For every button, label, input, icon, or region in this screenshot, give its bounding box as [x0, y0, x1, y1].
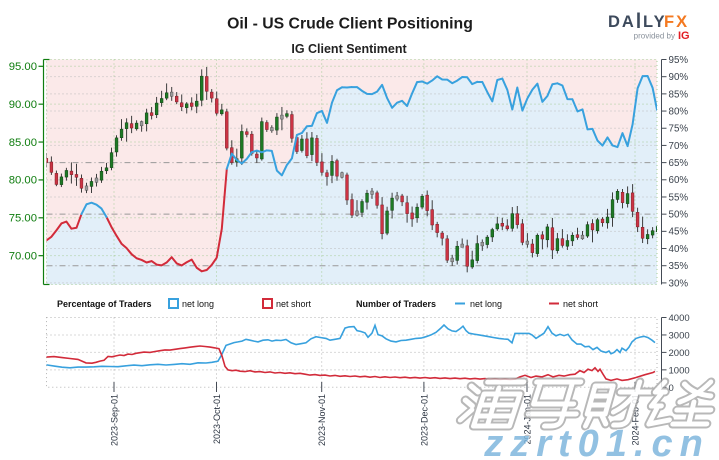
svg-text:IG: IG [678, 30, 690, 42]
svg-text:LY: LY [643, 13, 667, 31]
svg-text:95.00: 95.00 [9, 61, 37, 73]
svg-text:60%: 60% [669, 175, 689, 186]
svg-text:70.00: 70.00 [9, 250, 37, 262]
svg-text:2023-Nov-01: 2023-Nov-01 [317, 394, 327, 446]
svg-text:2023-Oct-01: 2023-Oct-01 [212, 394, 222, 444]
svg-text:50%: 50% [669, 210, 689, 221]
svg-text:75.00: 75.00 [9, 213, 37, 225]
svg-text:30%: 30% [669, 278, 689, 289]
svg-text:4000: 4000 [669, 313, 690, 324]
svg-text:Oil - US Crude Client Position: Oil - US Crude Client Positioning [227, 15, 473, 32]
svg-text:net short: net short [276, 299, 312, 309]
svg-text:2024-Jan-01: 2024-Jan-01 [523, 394, 533, 445]
svg-text:net long: net long [182, 299, 214, 309]
svg-text:Percentage of Traders: Percentage of Traders [57, 299, 152, 309]
svg-text:IG Client Sentiment: IG Client Sentiment [291, 42, 407, 56]
svg-text:85%: 85% [669, 89, 689, 100]
svg-text:zzrt01.cn: zzrt01.cn [483, 423, 710, 460]
svg-text:90.00: 90.00 [9, 99, 37, 111]
svg-text:95%: 95% [669, 55, 689, 66]
svg-text:2024-Feb-01: 2024-Feb-01 [631, 394, 641, 446]
svg-text:35%: 35% [669, 261, 689, 272]
svg-text:Number of Traders: Number of Traders [356, 299, 436, 309]
svg-text:net short: net short [563, 299, 599, 309]
svg-text:2023-Sep-01: 2023-Sep-01 [110, 394, 120, 446]
svg-text:90%: 90% [669, 72, 689, 83]
svg-text:85.00: 85.00 [9, 137, 37, 149]
svg-text:1000: 1000 [669, 366, 690, 377]
svg-text:2023-Dec-01: 2023-Dec-01 [419, 394, 429, 446]
svg-text:55%: 55% [669, 192, 689, 203]
svg-text:3000: 3000 [669, 331, 690, 342]
svg-text:45%: 45% [669, 227, 689, 238]
svg-text:provided by: provided by [634, 32, 675, 41]
svg-text:net long: net long [470, 299, 502, 309]
svg-text:0: 0 [669, 383, 674, 394]
svg-text:FX: FX [664, 13, 689, 31]
svg-text:65%: 65% [669, 158, 689, 169]
svg-text:DA: DA [608, 13, 636, 31]
svg-text:2000: 2000 [669, 348, 690, 359]
svg-text:70%: 70% [669, 141, 689, 152]
svg-text:80.00: 80.00 [9, 175, 37, 187]
svg-text:80%: 80% [669, 107, 689, 118]
svg-text:40%: 40% [669, 244, 689, 255]
svg-text:75%: 75% [669, 124, 689, 135]
